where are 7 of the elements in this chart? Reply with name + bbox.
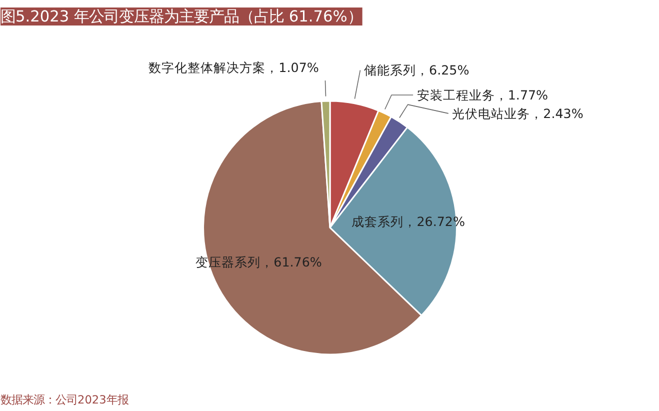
chart-title: 图5.2023 年公司变压器为主要产品（占比 61.76%） xyxy=(0,8,362,26)
slice-label: 储能系列，6.25% xyxy=(364,62,470,78)
slice-label: 数字化整体解决方案，1.07% xyxy=(148,60,319,75)
slice-label: 安装工程业务，1.77% xyxy=(416,88,548,103)
slice-label: 光伏电站业务，2.43% xyxy=(452,106,584,121)
slice-label: 变压器系列，61.76% xyxy=(196,254,322,270)
source-note: 数据来源：公司2023年报 xyxy=(0,392,128,406)
